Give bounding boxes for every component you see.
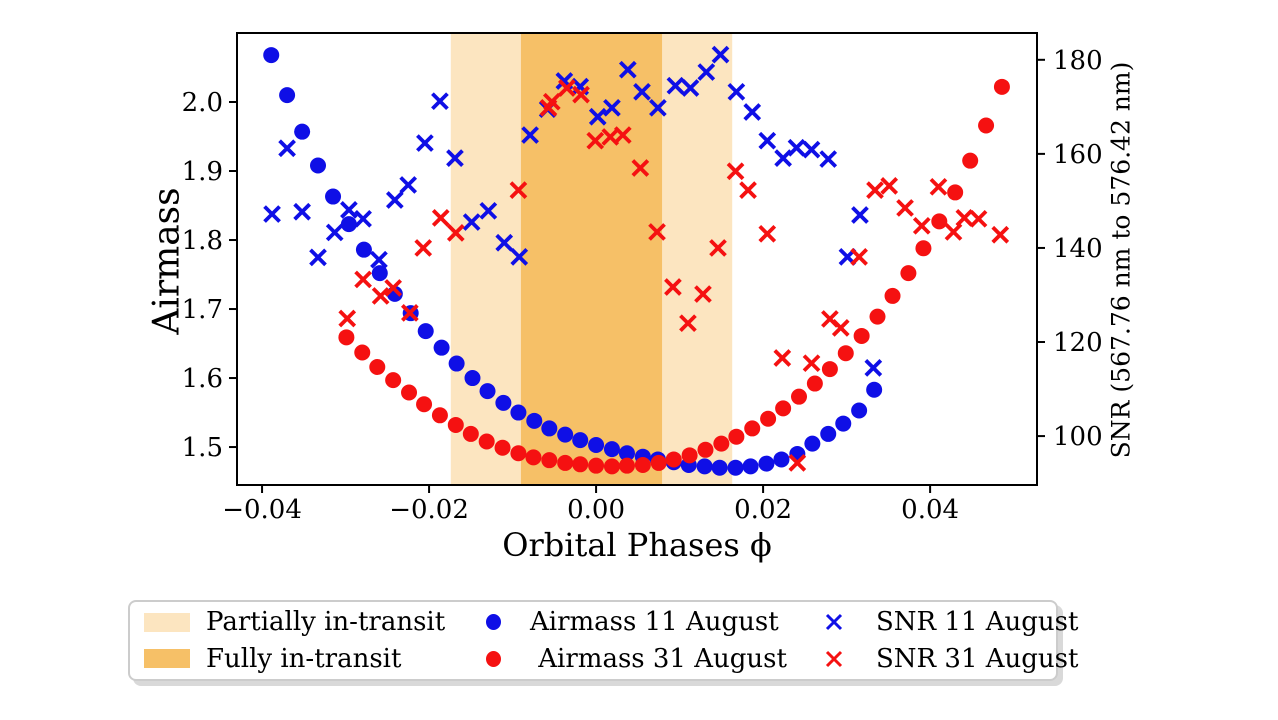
snr-11-marker xyxy=(800,612,864,632)
transit-bands xyxy=(450,33,733,485)
legend-label-airmass-31: Airmass 31 August xyxy=(530,643,787,674)
x-marker-icon xyxy=(825,614,843,631)
y-right-tick-label: 140 xyxy=(1053,234,1103,264)
y-left-tick-label: 1.8 xyxy=(182,226,223,256)
x-marker-icon xyxy=(825,650,843,667)
series-snr-31-august xyxy=(338,79,1010,472)
series-snr-11-august xyxy=(263,45,883,377)
x-tick-label: 0.02 xyxy=(734,495,792,525)
x-tick-label: −0.02 xyxy=(389,495,469,525)
y-right-tick-label: 180 xyxy=(1053,46,1103,76)
x-tick-label: −0.04 xyxy=(222,495,302,525)
plot-frame xyxy=(236,32,1038,486)
y-left-tick-label: 1.9 xyxy=(182,157,223,187)
y-right-tick-label: 120 xyxy=(1053,328,1103,358)
legend-label-partial: Partially in-transit xyxy=(206,607,446,638)
legend-label-full: Fully in-transit xyxy=(206,643,402,674)
legend-label-snr-11: SNR 11 August xyxy=(876,607,1079,638)
y-left-tick-label: 1.5 xyxy=(182,433,223,463)
full-transit-swatch xyxy=(144,649,190,669)
airmass-31-marker xyxy=(460,650,530,667)
y-right-tick-label: 160 xyxy=(1053,140,1103,170)
y-axis-label-right: SNR (567.76 nm to 576.42 nm) xyxy=(1106,61,1136,459)
x-tick-label: 0.04 xyxy=(901,495,959,525)
axis-ticks: −0.04 −0.02 0.00 0.02 0.04 1.5 1.6 1.7 1.8 1.9 2.0… xyxy=(182,46,1103,525)
legend-label-snr-31: SNR 31 August xyxy=(876,643,1079,674)
x-axis-label: Orbital Phases ϕ xyxy=(502,526,772,564)
legend: Partially in-transit Airmass 11 August S… xyxy=(128,600,1078,681)
y-left-tick-label: 2.0 xyxy=(182,88,223,118)
y-right-tick-label: 100 xyxy=(1053,422,1103,452)
y-left-tick-label: 1.6 xyxy=(182,364,223,394)
airmass-11-marker xyxy=(460,614,530,631)
snr-31-marker xyxy=(800,649,864,669)
series-airmass-31-august xyxy=(338,78,1010,475)
legend-label-airmass-11: Airmass 11 August xyxy=(530,607,779,638)
y-axis-label-left: Airmass xyxy=(146,187,188,335)
partial-transit-swatch xyxy=(144,612,190,632)
series-airmass-11-august xyxy=(263,47,883,476)
y-left-tick-label: 1.7 xyxy=(182,295,223,325)
x-tick-label: 0.00 xyxy=(567,495,625,525)
